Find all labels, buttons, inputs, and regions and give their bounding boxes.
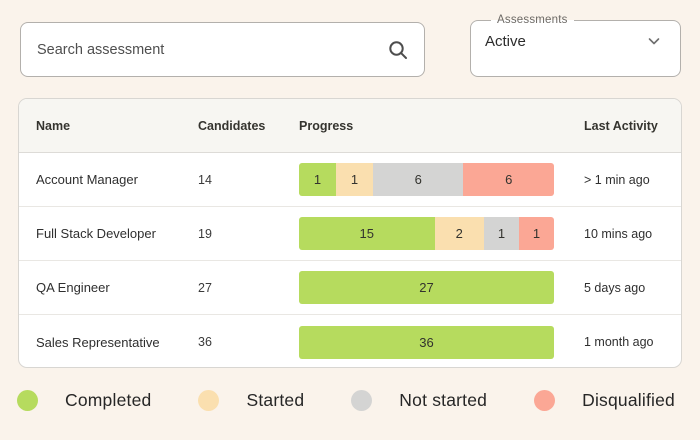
legend-item-completed: Completed (17, 390, 151, 411)
assessments-table: Name Candidates Progress Last Activity A… (18, 98, 682, 368)
progress-segment-not_started: 6 (372, 163, 464, 196)
not-started-dot-icon (351, 390, 373, 411)
column-header-last-activity: Last Activity (584, 118, 658, 133)
assessments-select-value: Active (485, 32, 526, 50)
completed-dot-icon (17, 390, 38, 411)
assessments-select[interactable]: Assessments Active (470, 14, 681, 77)
column-header-candidates: Candidates (198, 118, 266, 133)
legend-label: Not started (399, 390, 488, 410)
legend-item-disqualified: Disqualified (534, 390, 675, 411)
last-activity: > 1 min ago (584, 172, 650, 187)
legend-item-not-started: Not started (351, 390, 487, 411)
progress-segment-started: 1 (335, 163, 373, 196)
progress-segment-started: 2 (434, 217, 485, 250)
table-row[interactable]: Full Stack Developer 19 15 2 1 1 10 mins ag… (19, 207, 681, 261)
disqualified-dot-icon (534, 390, 556, 411)
table-header-row: Name Candidates Progress Last Activity (19, 99, 681, 153)
last-activity: 10 mins ago (584, 226, 653, 241)
legend-label: Completed (65, 390, 152, 410)
legend-label: Disqualified (582, 390, 675, 410)
table-row[interactable]: Sales Representative 36 36 1 month ago (19, 315, 681, 367)
candidates-count: 36 (198, 335, 212, 349)
column-header-name: Name (36, 118, 71, 133)
progress-segment-completed: 15 (299, 217, 435, 250)
progress-segment-completed: 36 (299, 325, 554, 359)
started-dot-icon (198, 390, 220, 411)
last-activity: 5 days ago (584, 280, 646, 295)
assessment-name: Account Manager (36, 172, 138, 187)
candidates-count: 27 (198, 280, 212, 295)
progress-segment-disqualified: 1 (519, 217, 554, 250)
progress-segment-completed: 1 (299, 163, 336, 196)
legend-label: Started (246, 390, 305, 410)
progress-segment-disqualified: 6 (463, 163, 554, 196)
table-row[interactable]: QA Engineer 27 27 5 days ago (19, 261, 681, 315)
assessments-select-label: Assessments (497, 14, 568, 26)
assessment-name: QA Engineer (36, 280, 110, 295)
search-input[interactable] (37, 41, 386, 58)
status-legend: Completed Started Not started Disqualifi… (17, 390, 675, 411)
chevron-down-icon (648, 38, 660, 45)
progress-segment-not_started: 1 (484, 217, 520, 250)
search-icon[interactable] (386, 38, 410, 62)
candidates-count: 19 (198, 226, 212, 241)
legend-item-started: Started (198, 390, 304, 411)
search-box[interactable] (20, 22, 425, 77)
candidates-count: 14 (198, 172, 212, 187)
column-header-progress: Progress (299, 118, 354, 133)
last-activity: 1 month ago (584, 335, 654, 349)
progress-bar: 15 2 1 1 (299, 217, 554, 250)
progress-segment-completed: 27 (299, 271, 554, 304)
progress-bar: 36 (299, 325, 554, 359)
progress-bar: 27 (299, 271, 554, 304)
assessment-name: Full Stack Developer (36, 226, 156, 241)
assessment-name: Sales Representative (36, 334, 160, 350)
